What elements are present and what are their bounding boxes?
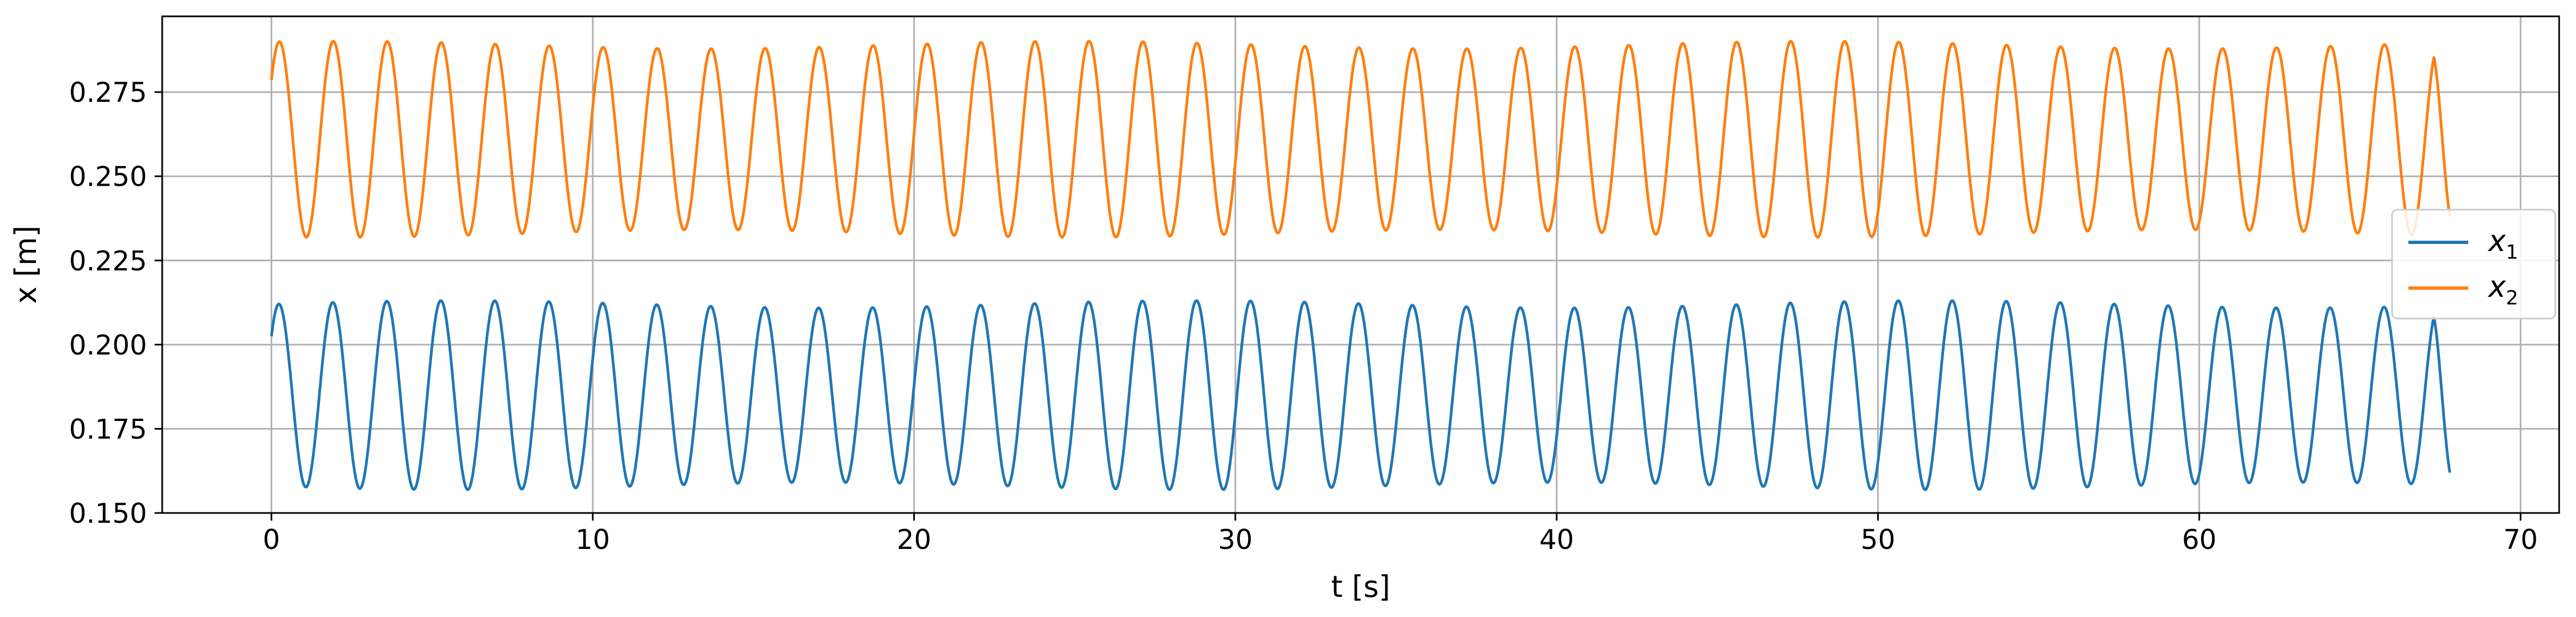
y-tick-label: 0.225 xyxy=(69,245,147,277)
legend-box xyxy=(2391,209,2556,320)
x-tick-label: 60 xyxy=(2182,524,2217,555)
y-tick-label: 0.150 xyxy=(69,498,147,529)
legend-label-x2-subscript: 2 xyxy=(2506,287,2518,309)
x-tick-label: 10 xyxy=(575,524,610,555)
x-tick-label: 40 xyxy=(1539,524,1574,555)
grid-lines xyxy=(162,16,2559,514)
plot-frame xyxy=(161,15,2560,514)
x-tick-label: 0 xyxy=(263,524,280,555)
y-tick-label: 0.250 xyxy=(69,161,147,193)
x-tick-label: 50 xyxy=(1861,524,1896,555)
y-tick-label: 0.200 xyxy=(69,329,147,361)
axis-ticks: 0 10 20 30 40 50 60 70 0.150 0.175 0.200 0.225 0.250… xyxy=(69,77,2538,555)
x-tick-label: 30 xyxy=(1218,524,1253,555)
x-tick-label: 70 xyxy=(2503,524,2538,555)
y-axis-label: x [m] xyxy=(9,225,43,304)
series-line-x2 xyxy=(270,40,2451,239)
y-tick-label: 0.275 xyxy=(69,77,147,108)
legend-label-x1: x1 xyxy=(2487,224,2518,264)
legend-label-x1-subscript: 1 xyxy=(2506,241,2518,264)
legend-label-x2: x2 xyxy=(2487,270,2518,309)
series-lines xyxy=(270,40,2451,491)
legend-label-x2-base: x xyxy=(2487,270,2506,304)
x-axis-label: t [s] xyxy=(1331,570,1391,604)
legend: x1 x2 xyxy=(2391,209,2556,320)
x-tick-label: 20 xyxy=(897,524,932,555)
legend-label-x1-base: x xyxy=(2487,224,2506,258)
y-tick-label: 0.175 xyxy=(69,413,147,445)
series-line-x1 xyxy=(270,299,2451,491)
